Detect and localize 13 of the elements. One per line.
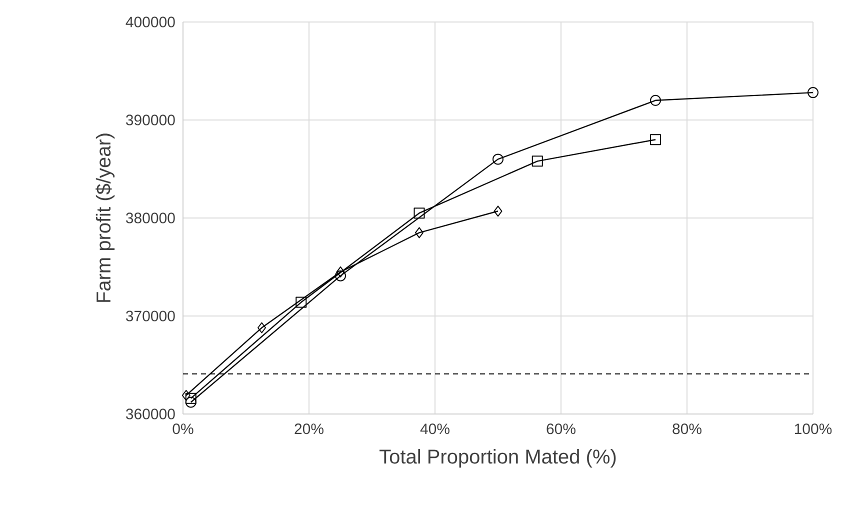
y-tick-label: 400000 [126, 16, 175, 28]
x-axis-title: Total Proportion Mated (%) [380, 449, 616, 468]
y-axis-title: Farm profit ($/year) [96, 134, 115, 302]
x-tick-label: 40% [420, 424, 450, 434]
x-tick-label: 80% [672, 424, 702, 434]
x-tick-label: 100% [794, 424, 832, 434]
x-tick-label: 0% [172, 424, 194, 434]
y-tick-label: 390000 [126, 114, 175, 126]
y-tick-label: 360000 [126, 408, 175, 420]
y-tick-label: 370000 [126, 310, 175, 322]
y-tick-label: 380000 [126, 212, 175, 224]
x-tick-label: 60% [546, 424, 576, 434]
x-tick-label: 20% [294, 424, 324, 434]
